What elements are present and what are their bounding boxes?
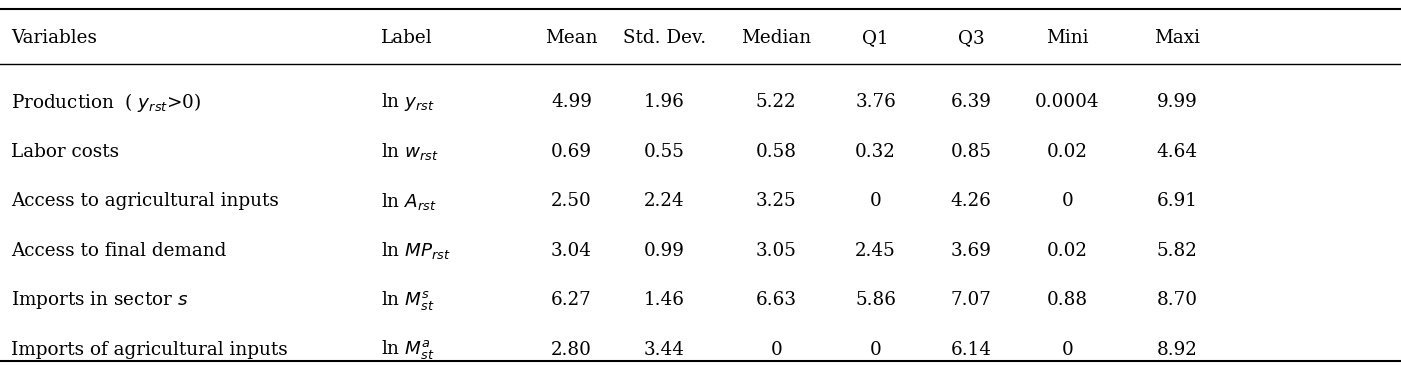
Text: Std. Dev.: Std. Dev. bbox=[622, 29, 706, 48]
Text: ln $M^{a}_{st}$: ln $M^{a}_{st}$ bbox=[381, 338, 434, 361]
Text: ln $y_{rst}$: ln $y_{rst}$ bbox=[381, 92, 434, 113]
Text: 6.39: 6.39 bbox=[950, 93, 992, 112]
Text: 1.96: 1.96 bbox=[643, 93, 685, 112]
Text: Q1: Q1 bbox=[862, 29, 890, 48]
Text: Access to agricultural inputs: Access to agricultural inputs bbox=[11, 192, 279, 210]
Text: 1.46: 1.46 bbox=[643, 291, 685, 309]
Text: 0.02: 0.02 bbox=[1047, 143, 1089, 161]
Text: 4.26: 4.26 bbox=[950, 192, 992, 210]
Text: 5.22: 5.22 bbox=[757, 93, 796, 112]
Text: Median: Median bbox=[741, 29, 811, 48]
Text: 3.76: 3.76 bbox=[855, 93, 897, 112]
Text: Production  ( $y_{rst}$>0): Production ( $y_{rst}$>0) bbox=[11, 91, 202, 114]
Text: 2.80: 2.80 bbox=[551, 340, 593, 359]
Text: 3.44: 3.44 bbox=[643, 340, 685, 359]
Text: ln $M^{s}_{st}$: ln $M^{s}_{st}$ bbox=[381, 289, 434, 311]
Text: 6.14: 6.14 bbox=[950, 340, 992, 359]
Text: 2.24: 2.24 bbox=[644, 192, 684, 210]
Text: 9.99: 9.99 bbox=[1156, 93, 1198, 112]
Text: 2.45: 2.45 bbox=[855, 242, 897, 260]
Text: Label: Label bbox=[381, 29, 433, 48]
Text: Mean: Mean bbox=[545, 29, 598, 48]
Text: 3.05: 3.05 bbox=[755, 242, 797, 260]
Text: 0.69: 0.69 bbox=[551, 143, 593, 161]
Text: 0.99: 0.99 bbox=[643, 242, 685, 260]
Text: 5.86: 5.86 bbox=[855, 291, 897, 309]
Text: Labor costs: Labor costs bbox=[11, 143, 119, 161]
Text: 0.0004: 0.0004 bbox=[1035, 93, 1100, 112]
Text: 0: 0 bbox=[1062, 192, 1073, 210]
Text: Variables: Variables bbox=[11, 29, 97, 48]
Text: Maxi: Maxi bbox=[1154, 29, 1199, 48]
Text: ln $A_{rst}$: ln $A_{rst}$ bbox=[381, 191, 437, 212]
Text: 6.91: 6.91 bbox=[1156, 192, 1198, 210]
Text: 0: 0 bbox=[771, 340, 782, 359]
Text: 0: 0 bbox=[870, 340, 881, 359]
Text: 0.55: 0.55 bbox=[643, 143, 685, 161]
Text: 0.88: 0.88 bbox=[1047, 291, 1089, 309]
Text: ln $w_{rst}$: ln $w_{rst}$ bbox=[381, 141, 439, 163]
Text: 4.99: 4.99 bbox=[551, 93, 593, 112]
Text: Imports in sector $s$: Imports in sector $s$ bbox=[11, 289, 189, 311]
Text: 0: 0 bbox=[1062, 340, 1073, 359]
Text: ln $\mathit{MP}_{rst}$: ln $\mathit{MP}_{rst}$ bbox=[381, 240, 451, 261]
Text: 2.50: 2.50 bbox=[551, 192, 593, 210]
Text: 0.58: 0.58 bbox=[755, 143, 797, 161]
Text: 8.70: 8.70 bbox=[1156, 291, 1198, 309]
Text: 3.25: 3.25 bbox=[757, 192, 796, 210]
Text: Q3: Q3 bbox=[957, 29, 985, 48]
Text: 0.32: 0.32 bbox=[855, 143, 897, 161]
Text: Imports of agricultural inputs: Imports of agricultural inputs bbox=[11, 340, 289, 359]
Text: 5.82: 5.82 bbox=[1156, 242, 1198, 260]
Text: 7.07: 7.07 bbox=[950, 291, 992, 309]
Text: 0: 0 bbox=[870, 192, 881, 210]
Text: Access to final demand: Access to final demand bbox=[11, 242, 227, 260]
Text: 4.64: 4.64 bbox=[1156, 143, 1198, 161]
Text: 3.69: 3.69 bbox=[950, 242, 992, 260]
Text: 6.63: 6.63 bbox=[755, 291, 797, 309]
Text: 6.27: 6.27 bbox=[551, 291, 593, 309]
Text: Mini: Mini bbox=[1047, 29, 1089, 48]
Text: 3.04: 3.04 bbox=[551, 242, 593, 260]
Text: 8.92: 8.92 bbox=[1156, 340, 1198, 359]
Text: 0.02: 0.02 bbox=[1047, 242, 1089, 260]
Text: 0.85: 0.85 bbox=[950, 143, 992, 161]
